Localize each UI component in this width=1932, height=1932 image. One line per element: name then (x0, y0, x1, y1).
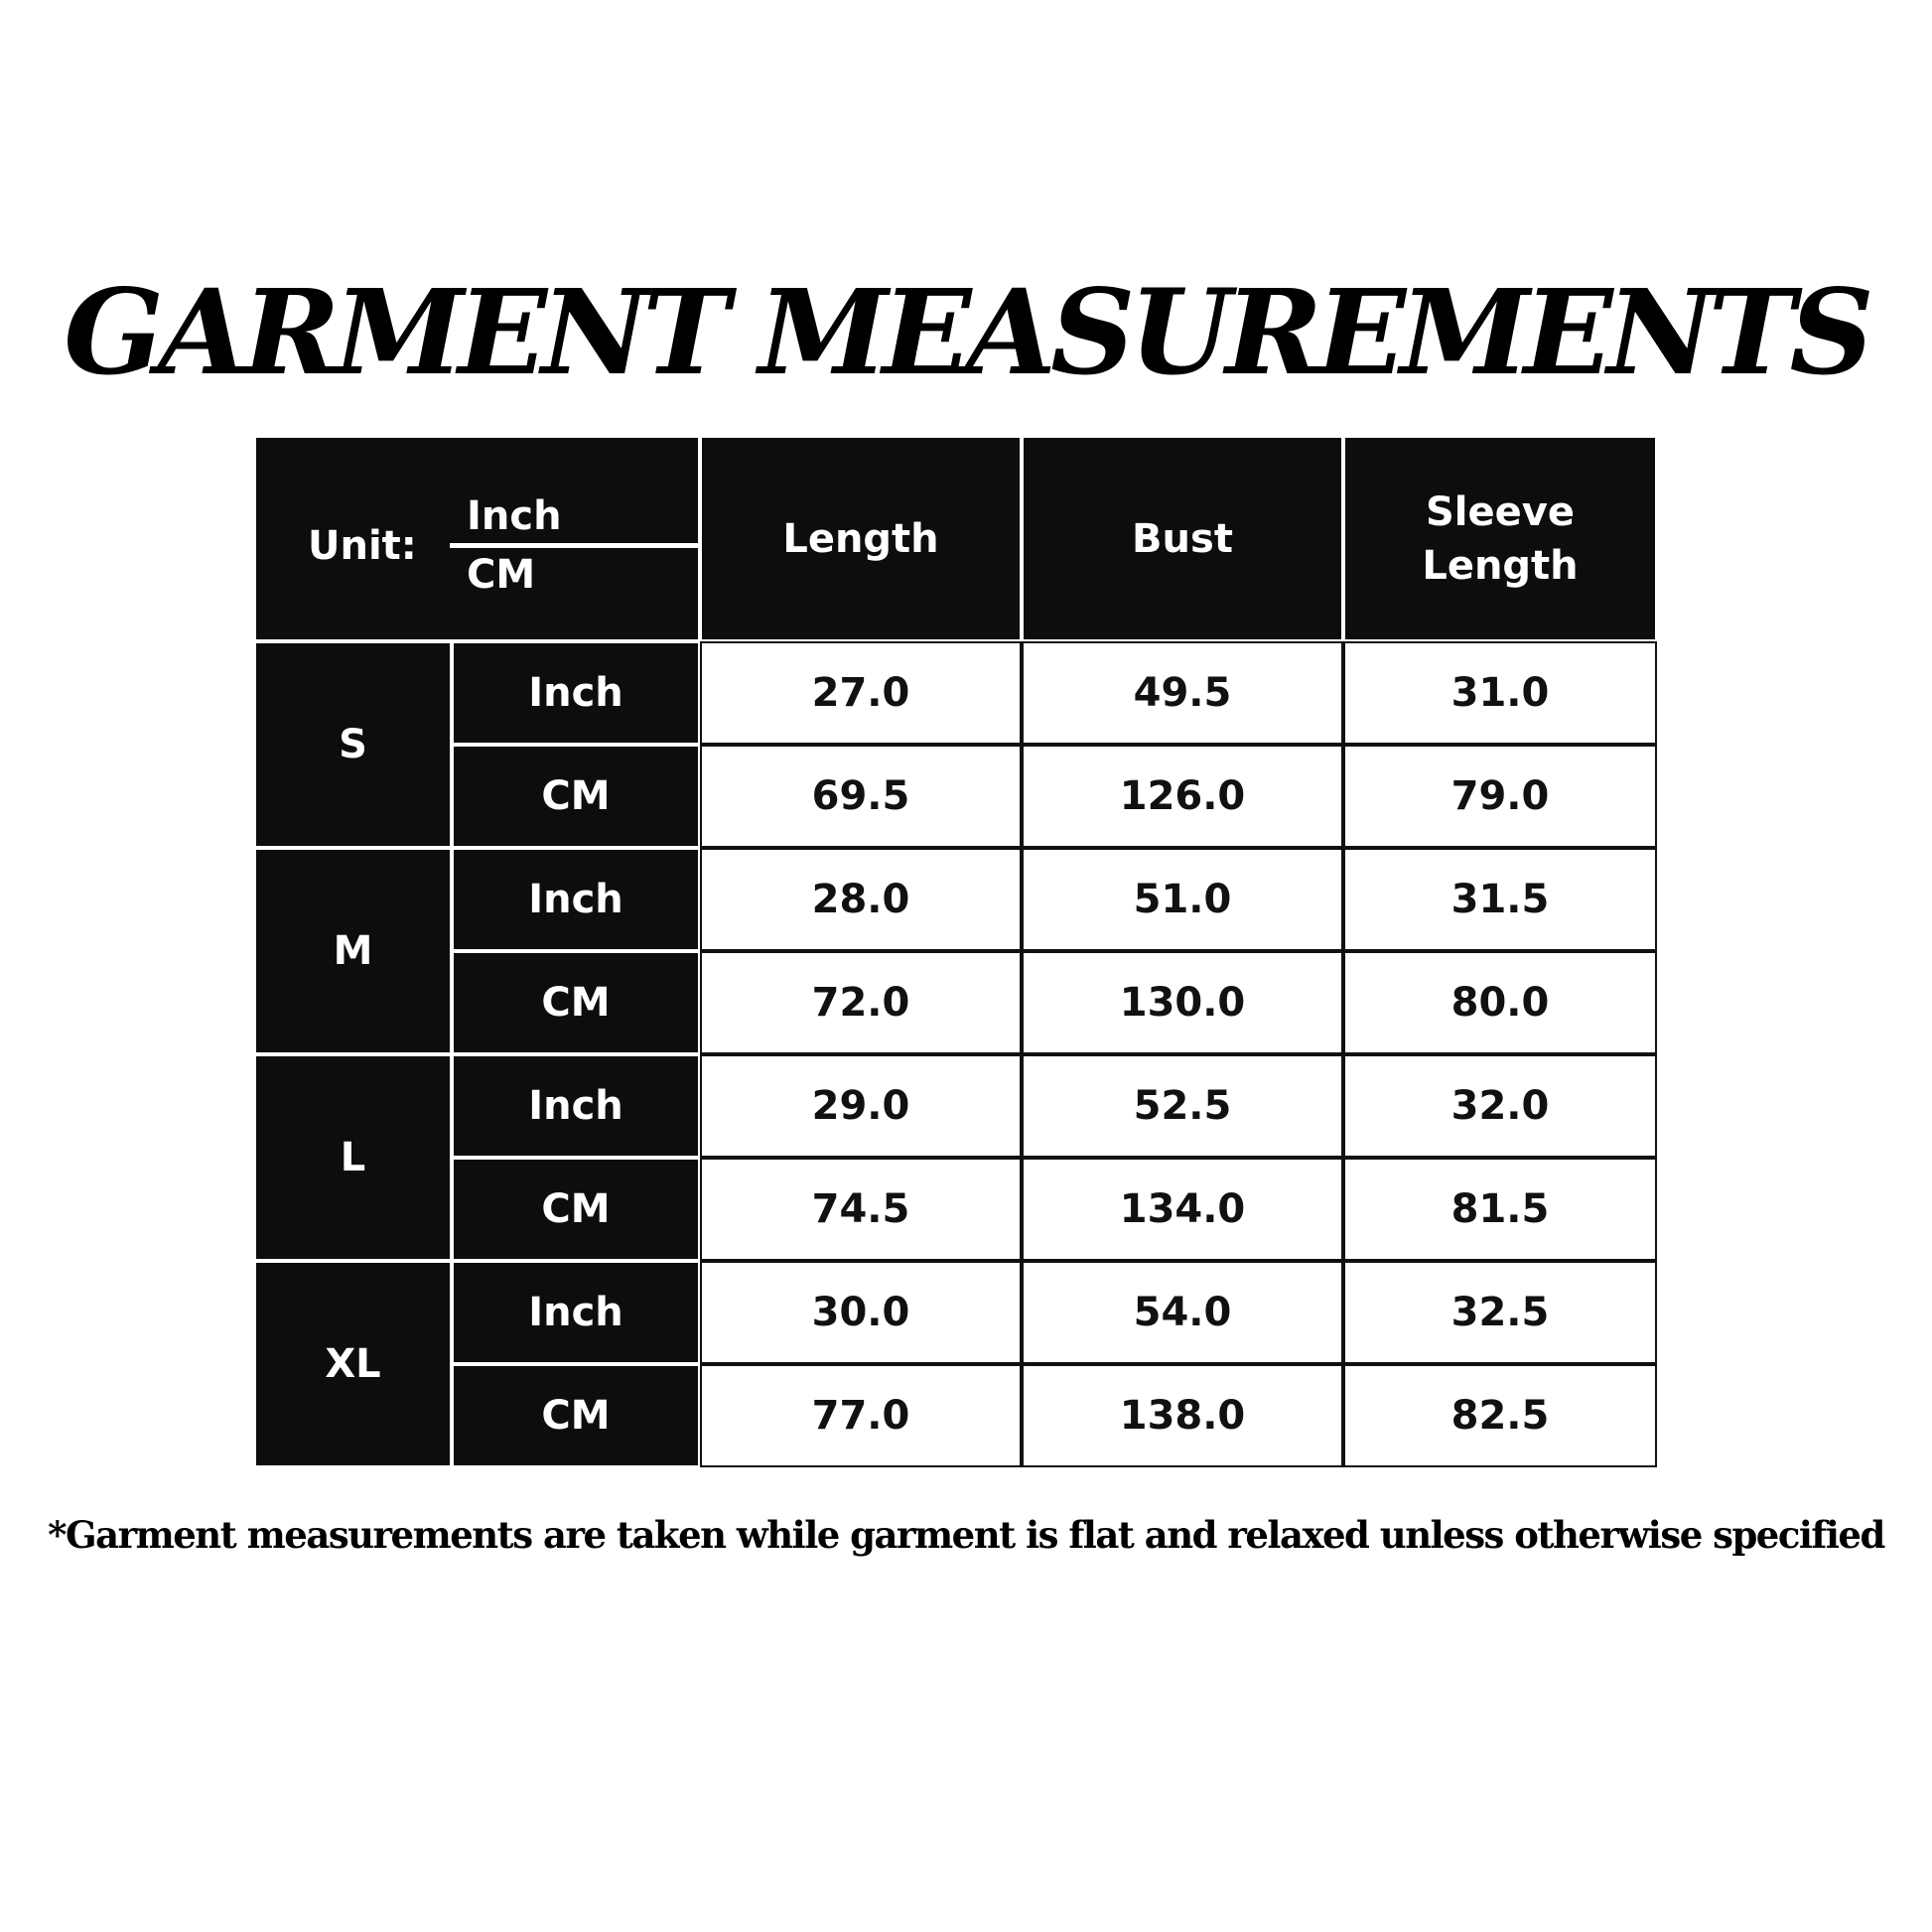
measurement-cell: 134.0 (1022, 1158, 1343, 1261)
measurement-cell: 80.0 (1343, 951, 1657, 1054)
measurement-cell: 28.0 (700, 848, 1022, 951)
measurement-cell: 54.0 (1022, 1261, 1343, 1364)
column-header-length: Length (700, 436, 1022, 641)
page-title: GARMENT MEASUREMENTS (64, 263, 1873, 401)
measurement-cell: 126.0 (1022, 745, 1343, 848)
size-label: M (254, 848, 452, 1054)
unit-cm-label: CM (467, 552, 536, 598)
measurement-cell: 32.0 (1343, 1054, 1657, 1158)
measurement-cell: 79.0 (1343, 745, 1657, 848)
size-chart-table: Unit: Inch CM Length Bust Sleeve Length … (254, 436, 1657, 1467)
unit-label-cell: Inch (452, 1054, 700, 1158)
size-label: S (254, 641, 452, 848)
measurement-cell: 77.0 (700, 1364, 1022, 1467)
unit-label-cell: CM (452, 951, 700, 1054)
size-label: L (254, 1054, 452, 1261)
unit-fraction: Inch CM (450, 489, 698, 602)
column-header-bust: Bust (1022, 436, 1343, 641)
measurement-cell: 72.0 (700, 951, 1022, 1054)
column-header-sleeve-length: Sleeve Length (1343, 436, 1657, 641)
size-label: XL (254, 1261, 452, 1467)
measurement-cell: 49.5 (1022, 641, 1343, 745)
unit-label-cell: Inch (452, 641, 700, 745)
measurement-cell: 74.5 (700, 1158, 1022, 1261)
measurement-cell: 27.0 (700, 641, 1022, 745)
unit-label-cell: CM (452, 745, 700, 848)
measurement-cell: 31.0 (1343, 641, 1657, 745)
unit-label: Unit: (308, 523, 417, 569)
measurement-cell: 130.0 (1022, 951, 1343, 1054)
measurement-cell: 52.5 (1022, 1054, 1343, 1158)
unit-label-cell: CM (452, 1364, 700, 1467)
measurement-cell: 31.5 (1343, 848, 1657, 951)
unit-label-cell: Inch (452, 1261, 700, 1364)
measurement-cell: 32.5 (1343, 1261, 1657, 1364)
measurement-cell: 82.5 (1343, 1364, 1657, 1467)
measurement-cell: 81.5 (1343, 1158, 1657, 1261)
unit-header-cell: Unit: Inch CM (254, 436, 700, 641)
unit-label-cell: Inch (452, 848, 700, 951)
unit-inch-label: Inch (450, 489, 698, 548)
measurement-cell: 51.0 (1022, 848, 1343, 951)
measurement-cell: 69.5 (700, 745, 1022, 848)
measurement-cell: 138.0 (1022, 1364, 1343, 1467)
measurement-cell: 29.0 (700, 1054, 1022, 1158)
footnote: *Garment measurements are taken while ga… (48, 1513, 1885, 1557)
unit-label-cell: CM (452, 1158, 700, 1261)
measurement-cell: 30.0 (700, 1261, 1022, 1364)
